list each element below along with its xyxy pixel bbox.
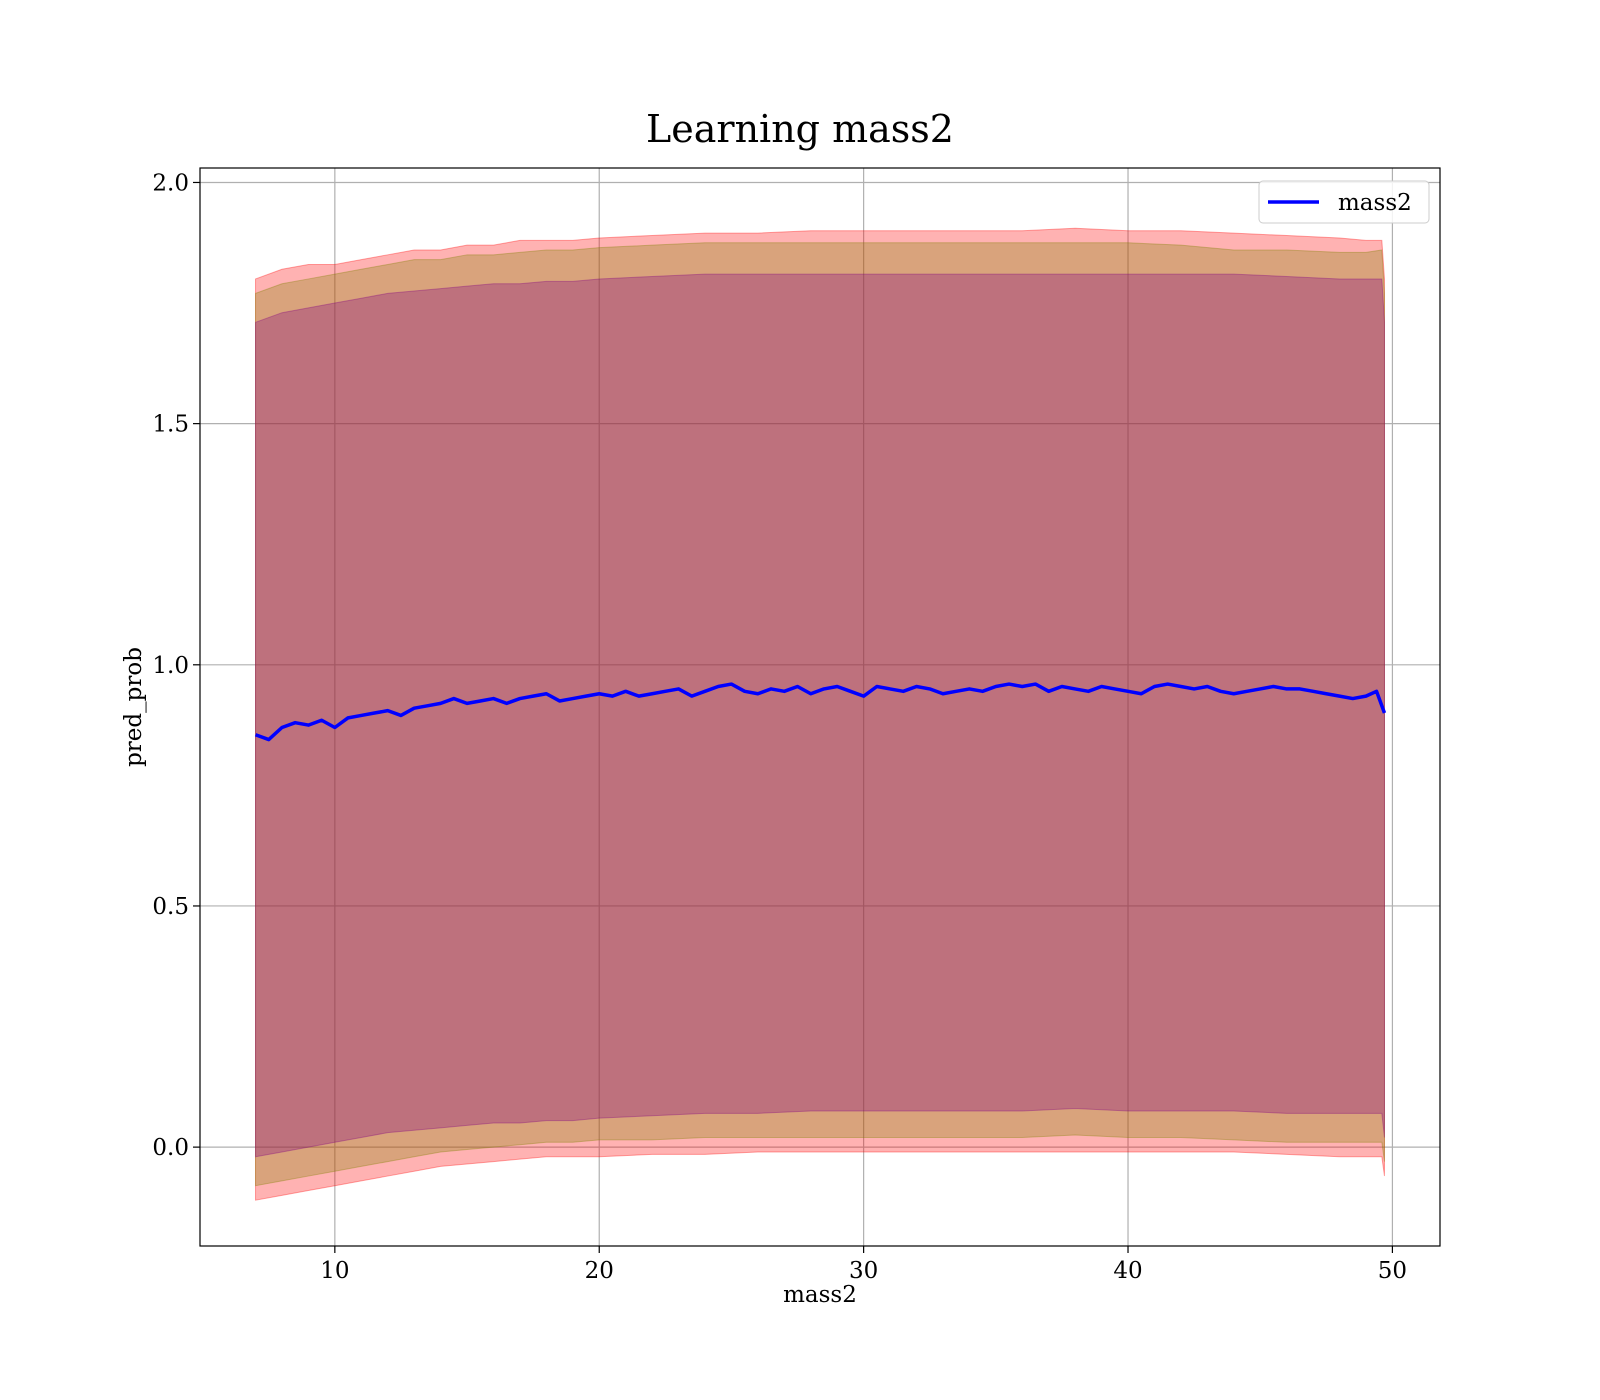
x-tick-label: 30 bbox=[849, 1258, 878, 1284]
band-inner bbox=[255, 273, 1385, 1158]
y-tick-label: 2.0 bbox=[152, 170, 189, 196]
legend-label-mass2: mass2 bbox=[1338, 190, 1412, 216]
y-axis-label: pred_prob bbox=[121, 647, 147, 767]
axis-ticks: 10 20 30 40 50 0.0 0.5 1.0 1.5 2.0 bbox=[152, 170, 1407, 1284]
legend-box bbox=[1258, 180, 1430, 224]
x-tick-label: 40 bbox=[1113, 1258, 1142, 1284]
y-tick-label: 0.0 bbox=[152, 1135, 189, 1161]
x-tick-label: 10 bbox=[320, 1258, 349, 1284]
y-tick-label: 0.5 bbox=[152, 894, 189, 920]
plot-frame bbox=[199, 167, 1441, 1247]
y-tick-label: 1.5 bbox=[152, 412, 189, 438]
series-lines bbox=[254, 682, 1387, 742]
grid bbox=[200, 168, 1440, 1246]
confidence-bands bbox=[255, 227, 1385, 1201]
y-tick-label: 1.0 bbox=[152, 653, 189, 679]
x-tick-label: 20 bbox=[585, 1258, 614, 1284]
legend: mass2 bbox=[1258, 180, 1430, 224]
band-outer bbox=[255, 227, 1385, 1201]
x-axis-label: mass2 bbox=[783, 1282, 857, 1308]
chart-title: Learning mass2 bbox=[646, 107, 954, 151]
band-middle bbox=[255, 242, 1385, 1187]
x-tick-label: 50 bbox=[1378, 1258, 1407, 1284]
series-line-mass2 bbox=[254, 682, 1387, 742]
